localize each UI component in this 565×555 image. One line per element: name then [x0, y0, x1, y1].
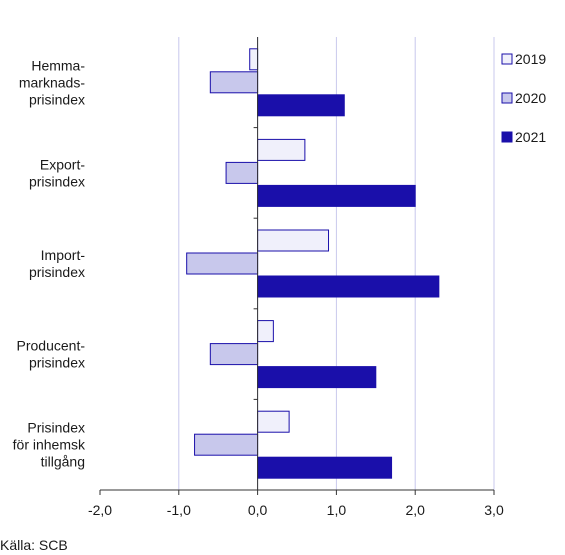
bar-2020-1 [209, 71, 259, 94]
x-tick-labels: -2,0 -1,0 0,0 1,0 2,0 3,0 [88, 502, 504, 518]
bar-2020-3 [186, 252, 259, 275]
legend: 2019 2020 2021 [501, 51, 546, 145]
bar-2021-4 [257, 366, 377, 389]
bar-2021-5 [257, 456, 393, 479]
x-tick-label: -1,0 [167, 502, 191, 518]
x-tick-label: 0,0 [248, 502, 268, 518]
category-labels: Hemma-marknads-prisindex Export-prisindex… [13, 57, 86, 469]
legend-label-2020: 2020 [515, 90, 546, 106]
category-label-4: Producent-prisindex [17, 338, 86, 371]
legend-label-2021: 2021 [515, 129, 546, 145]
bar-2019-5 [257, 410, 290, 433]
bar-2021-1 [257, 94, 345, 117]
category-label-5: Prisindex för inhemsk tillgång [13, 420, 86, 470]
bar-2019-2 [257, 138, 306, 161]
bar-2021-2 [257, 184, 416, 207]
legend-swatch-2019 [501, 53, 513, 65]
bar-2021-3 [257, 275, 440, 298]
bar-2020-5 [194, 433, 259, 456]
x-tick-label: 2,0 [405, 502, 425, 518]
x-tick-label: -2,0 [88, 502, 112, 518]
bar-2020-2 [225, 161, 259, 184]
bar-2019-3 [257, 229, 330, 252]
x-tick-label: 1,0 [327, 502, 347, 518]
category-label-1: Hemma-marknads-prisindex [19, 57, 85, 107]
bar-2020-4 [209, 343, 259, 366]
legend-label-2019: 2019 [515, 51, 546, 67]
legend-swatch-2021 [501, 131, 513, 143]
category-label-2: Export-prisindex [29, 156, 85, 189]
bar-2019-4 [257, 320, 274, 343]
bars [186, 48, 440, 479]
bar-2019-1 [249, 48, 259, 71]
category-label-3: Import-prisindex [29, 247, 85, 280]
x-tick-label: 3,0 [484, 502, 504, 518]
legend-swatch-2020 [501, 92, 513, 104]
source-note: Källa: SCB [0, 537, 68, 553]
axes [99, 37, 495, 495]
